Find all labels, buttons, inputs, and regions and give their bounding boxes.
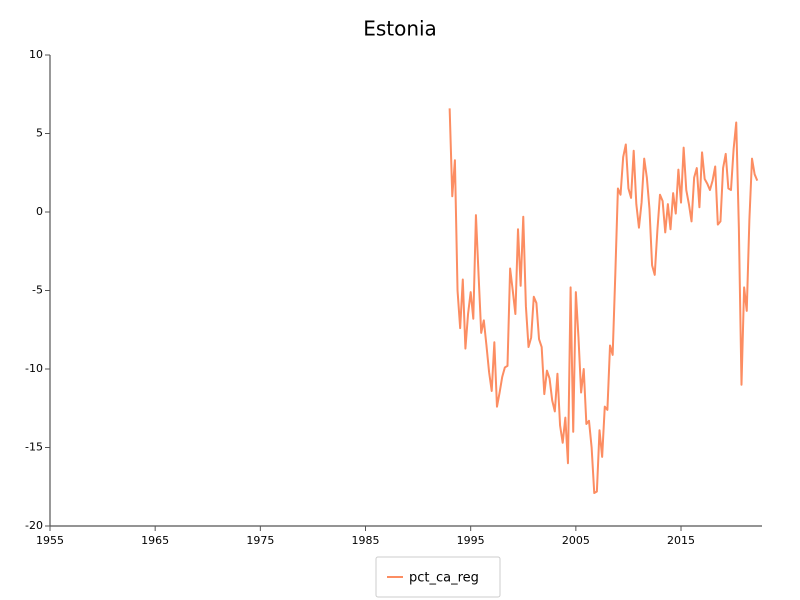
x-tick-label: 1955 — [36, 534, 64, 547]
y-tick-label: 10 — [29, 48, 43, 61]
x-tick-label: 2005 — [562, 534, 590, 547]
x-tick-label: 1975 — [246, 534, 274, 547]
chart-title: Estonia — [363, 17, 437, 41]
y-tick-label: 0 — [36, 205, 43, 218]
x-tick-label: 1995 — [457, 534, 485, 547]
y-tick-label: -5 — [32, 284, 43, 297]
x-tick-label: 1965 — [141, 534, 169, 547]
legend-box — [375, 556, 501, 598]
series-line — [448, 108, 759, 495]
y-tick-label: -10 — [25, 362, 43, 375]
legend-label: pct_ca_reg — [409, 571, 479, 586]
x-tick-label: 2015 — [667, 534, 695, 547]
y-tick-label: -15 — [25, 441, 43, 454]
y-tick-label: -20 — [25, 519, 43, 532]
x-tick-label: 1985 — [352, 534, 380, 547]
y-tick-label: 5 — [36, 127, 43, 140]
